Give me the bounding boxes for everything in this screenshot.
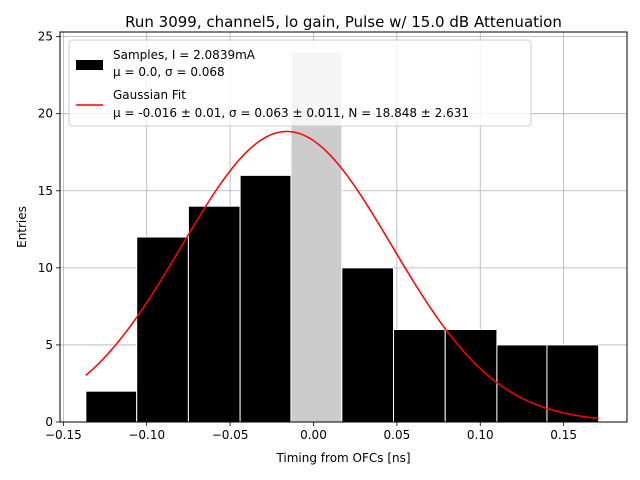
plot-frame [59,31,628,423]
histogram-bar [341,267,395,423]
y-tick-label: 5 [45,338,53,352]
legend-histogram-swatch [76,60,103,70]
histogram-bar [239,174,292,423]
x-tick-label: 0.05 [384,428,411,442]
y-axis-label: Entries [15,206,29,248]
y-tick-label: 15 [38,184,53,198]
y-tick-label: 25 [38,30,53,44]
legend-fit-stats: μ = -0.016 ± 0.01, σ = 0.063 ± 0.011, N … [113,106,469,120]
gaussian-fit-curve [85,130,599,420]
x-tick-label: −0.05 [212,428,249,442]
histogram-bar [187,205,241,423]
y-axis-ticks: 0 5 10 15 20 25 [38,30,60,429]
x-tick-label: 0.15 [550,428,577,442]
legend-box [68,39,532,127]
histogram-bar [496,344,548,423]
x-tick-label: −0.15 [45,428,82,442]
x-axis-label: Timing from OFCs [ns] [275,451,410,465]
legend-fit-label: Gaussian Fit [113,88,186,102]
y-tick-label: 20 [38,107,53,121]
legend-histogram-label: Samples, I = 2.0839mA [113,48,256,62]
histogram-bar [393,329,446,423]
chart-title: Run 3099, channel5, lo gain, Pulse w/ 15… [125,13,562,31]
histogram-bar [85,390,138,423]
x-tick-label: 0.00 [300,428,327,442]
y-tick-label: 10 [38,261,53,275]
x-tick-label: 0.10 [467,428,494,442]
legend: Samples, I = 2.0839mA μ = 0.0, σ = 0.068… [68,39,532,127]
x-axis-ticks: −0.15 −0.10 −0.05 0.00 0.05 0.10 0.15 [45,422,577,442]
histogram-bar [136,236,189,423]
y-tick-label: 0 [45,415,53,429]
legend-histogram-stats: μ = 0.0, σ = 0.068 [113,65,225,79]
x-tick-label: −0.10 [128,428,165,442]
histogram-bar [546,344,600,423]
